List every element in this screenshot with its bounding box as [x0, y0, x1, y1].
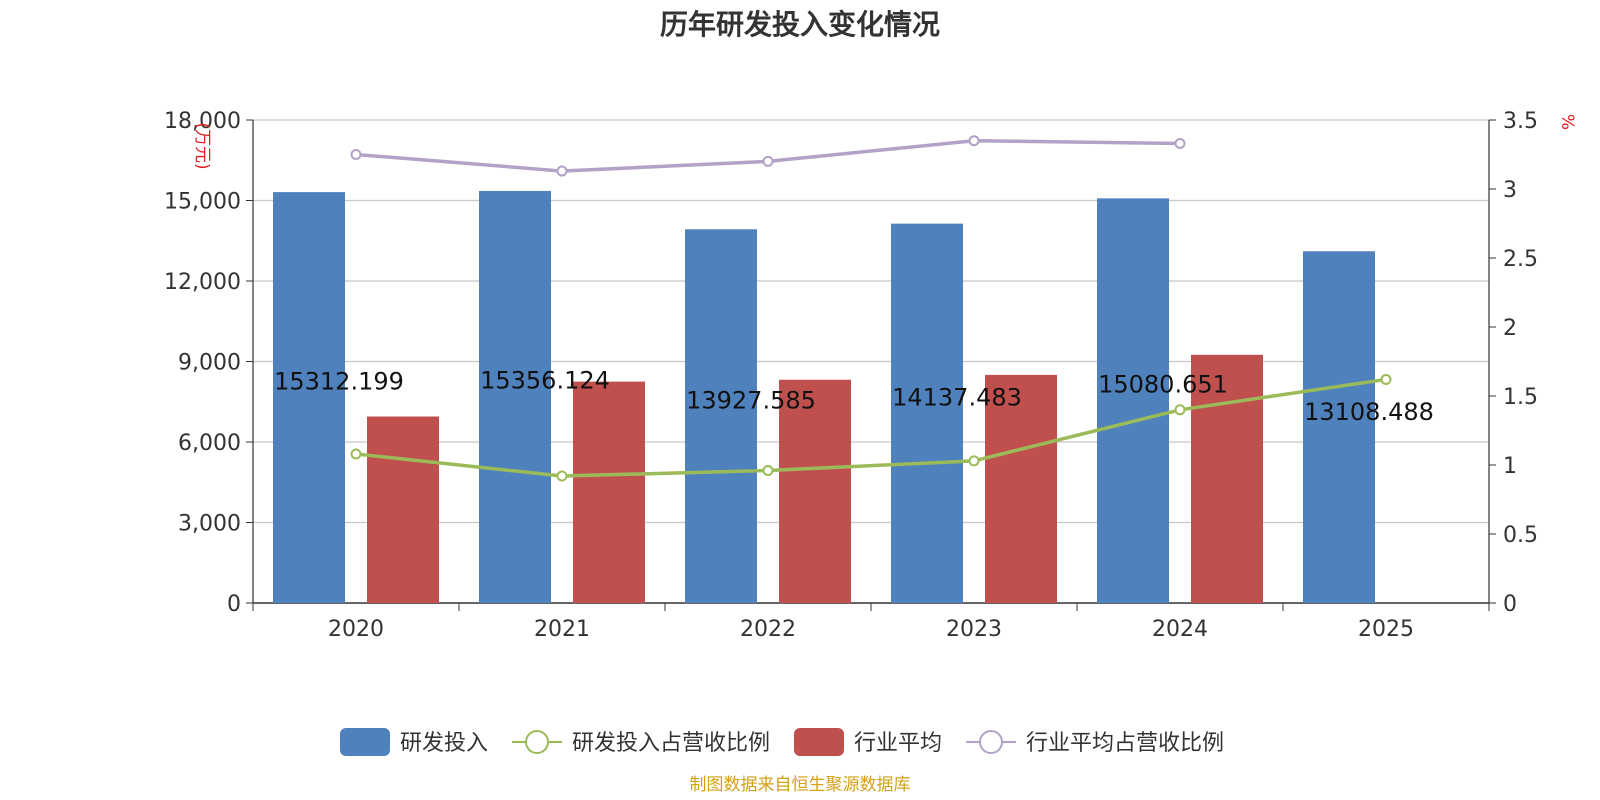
legend-label: 行业平均占营收比例	[1026, 731, 1224, 756]
bar-industry-average	[779, 379, 851, 603]
bar-data-label: 15312.199	[274, 367, 404, 395]
bar-data-label: 15080.651	[1098, 371, 1228, 399]
bar-rd-investment	[891, 223, 963, 603]
y-right-tick-label: 1	[1503, 454, 1517, 479]
bar-industry-average	[573, 381, 645, 603]
source-note: 制图数据来自恒生聚源数据库	[690, 775, 911, 795]
legend-marker	[979, 730, 1003, 754]
y-right-tick-label: 0	[1503, 592, 1517, 617]
bar-industry-average	[367, 416, 439, 603]
point-industry-ratio	[1174, 137, 1186, 149]
x-tick-label: 2025	[1358, 617, 1414, 642]
point-industry-ratio	[762, 155, 774, 167]
bar-rd-investment	[479, 190, 551, 603]
y-right-tick-label: 1.5	[1503, 385, 1538, 410]
legend-rd-investment: 研发投入	[340, 728, 488, 756]
point-industry-ratio	[556, 165, 568, 177]
point-industry-ratio	[968, 135, 980, 147]
x-tick-label: 2022	[740, 617, 796, 642]
point-rd-ratio	[1174, 404, 1186, 416]
legend-label: 研发投入占营收比例	[572, 731, 770, 756]
point-rd-ratio	[968, 455, 980, 467]
point-industry-ratio	[350, 149, 362, 160]
legend-label: 研发投入	[400, 731, 488, 756]
bar-rd-investment	[1303, 251, 1375, 604]
x-tick-label: 2024	[1152, 617, 1208, 642]
y-left-tick-label: 3,000	[178, 512, 241, 537]
x-tick-label: 2023	[946, 617, 1002, 642]
data-labels: 15312.199 15356.124 13927.585 14137.483 1508…	[274, 367, 1434, 426]
y-right-tick-label: 3	[1503, 178, 1517, 203]
legend-label: 行业平均	[854, 731, 942, 756]
bar-data-label: 15356.124	[480, 367, 610, 395]
point-rd-ratio	[556, 470, 568, 482]
chart-title: 历年研发投入变化情况	[660, 8, 940, 41]
y-right-tick-label: 2	[1503, 316, 1517, 341]
point-rd-ratio	[350, 448, 362, 460]
legend-swatch	[340, 728, 390, 756]
y-left-tick-label: 0	[227, 592, 241, 617]
y-left-tick-label: 12,000	[164, 270, 241, 295]
bar-data-label: 13927.585	[686, 387, 816, 415]
grid	[253, 119, 1489, 524]
bar-industry-average	[1191, 354, 1263, 603]
y-left-tick-label: 18,000	[164, 109, 241, 134]
point-rd-ratio	[762, 465, 774, 477]
x-tick-label: 2021	[534, 617, 590, 642]
point-rd-ratio	[1380, 373, 1392, 385]
bar-rd-investment	[273, 192, 345, 603]
x-tick-label: 2020	[328, 617, 384, 642]
legend: 研发投入 研发投入占营收比例 行业平均 行业平均占营收比例	[340, 728, 1224, 756]
bars	[273, 190, 1375, 604]
bar-data-label: 14137.483	[892, 384, 1022, 412]
legend-industry-ratio: 行业平均占营收比例	[966, 730, 1224, 756]
y-right-tick-label: 3.5	[1503, 109, 1538, 134]
legend-rd-ratio: 研发投入占营收比例	[512, 730, 770, 756]
bar-rd-investment	[1097, 198, 1169, 603]
y-left-tick-label: 15,000	[164, 190, 241, 215]
lines	[350, 135, 1392, 482]
y-left-unit: (万元)	[192, 122, 212, 169]
bar-data-label: 13108.488	[1304, 398, 1434, 426]
legend-swatch	[794, 728, 844, 756]
bar-industry-average	[985, 374, 1057, 603]
bar-rd-investment	[685, 229, 757, 603]
y-left-tick-label: 9,000	[178, 351, 241, 376]
y-right-unit: %	[1557, 114, 1577, 130]
legend-industry-average: 行业平均	[794, 728, 942, 756]
line-rd-ratio	[355, 377, 1387, 478]
y-left-tick-label: 6,000	[178, 431, 241, 456]
y-right-tick-label: 2.5	[1503, 247, 1538, 272]
y-right-tick-label: 0.5	[1503, 523, 1538, 548]
legend-marker	[525, 730, 549, 754]
axes: 0 3,000 6,000 9,000 12,000 15,000 18,000 0 0.5 1 1…	[164, 109, 1577, 642]
